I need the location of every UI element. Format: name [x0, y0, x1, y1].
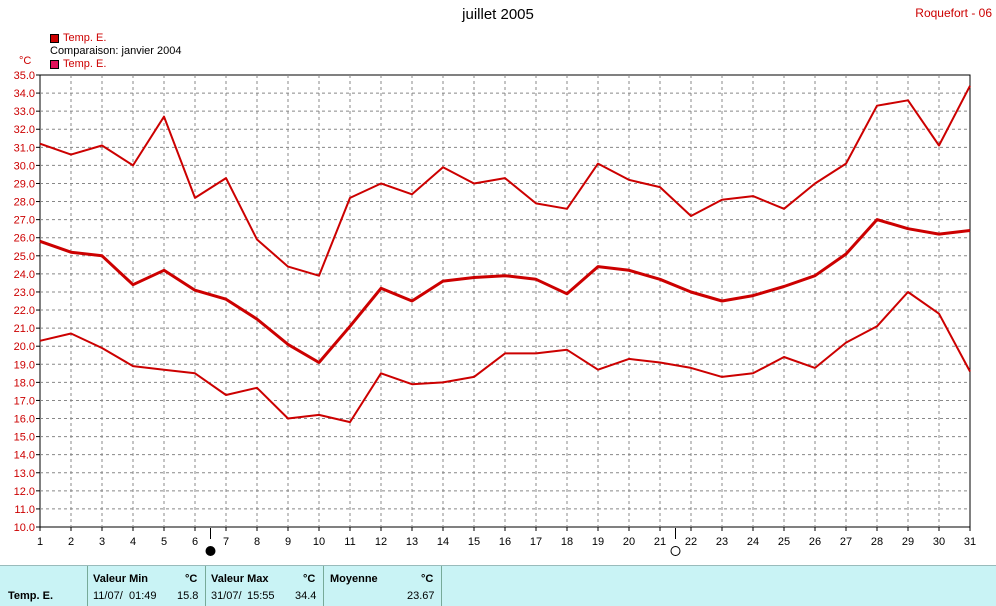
x-tick-label: 1	[37, 536, 43, 548]
y-tick-label: 16.0	[14, 414, 35, 426]
x-tick-label: 9	[285, 536, 291, 548]
x-tick-label: 25	[778, 536, 790, 548]
footer-mean-cell: Moyenne °C 23.67	[324, 566, 442, 606]
legend-label: Temp. E.	[63, 58, 107, 70]
legend-label: Temp. E.	[63, 32, 107, 44]
max-value: 34.4	[295, 590, 317, 602]
plot-frame	[39, 74, 971, 528]
y-tick-label: 23.0	[14, 287, 35, 299]
y-tick-label: 29.0	[14, 178, 35, 190]
x-tick-label: 30	[933, 536, 945, 548]
legend: Temp. E. Comparaison: janvier 2004 Temp.…	[50, 32, 181, 71]
y-tick-label: 19.0	[14, 359, 35, 371]
y-tick-label: 35.0	[14, 70, 35, 82]
y-tick-label: 15.0	[14, 432, 35, 444]
x-tick-label: 23	[716, 536, 728, 548]
y-tick-label: 11.0	[14, 504, 35, 516]
stats-footer: Temp. E. Valeur Min °C 11/07/ 01:49 15.8…	[0, 565, 996, 606]
x-tick-label: 3	[99, 536, 105, 548]
y-tick-label: 30.0	[14, 160, 35, 172]
y-tick-label: 24.0	[14, 269, 35, 281]
y-tick-label: 34.0	[14, 88, 35, 100]
legend-item-temp: Temp. E.	[50, 32, 181, 45]
x-tick-label: 11	[344, 536, 355, 548]
y-tick-label: 18.0	[14, 377, 35, 389]
x-tick-label: 31	[964, 536, 976, 548]
mean-header: Moyenne	[330, 573, 378, 585]
mean-value: 23.67	[407, 590, 435, 602]
series-line-1	[39, 85, 971, 277]
x-tick-label: 13	[406, 536, 418, 548]
y-tick-label: 12.0	[14, 486, 35, 498]
x-tick-label: 2	[68, 536, 74, 548]
max-date: 31/07/	[211, 590, 242, 602]
y-tick-label: 14.0	[14, 450, 35, 462]
y-tick-label: 32.0	[14, 124, 35, 136]
x-tick-label: 12	[375, 536, 387, 548]
station-name: Roquefort - 06	[915, 6, 992, 20]
y-tick-label: 25.0	[14, 251, 35, 263]
y-tick-label: 28.0	[14, 197, 35, 209]
x-tick-label: 8	[254, 536, 260, 548]
x-tick-label: 15	[468, 536, 480, 548]
min-date: 11/07/	[93, 590, 123, 602]
y-axis-unit: °C	[19, 55, 32, 67]
x-tick-label: 4	[130, 536, 136, 548]
max-unit: °C	[303, 573, 316, 585]
x-tick-label: 19	[592, 536, 604, 548]
x-tick-label: 20	[623, 536, 635, 548]
mean-unit: °C	[421, 573, 434, 585]
x-tick-label: 16	[499, 536, 511, 548]
comparison-label: Comparaison: janvier 2004	[50, 45, 182, 57]
x-tick-label: 10	[313, 536, 325, 548]
footer-min-cell: Valeur Min °C 11/07/ 01:49 15.8	[88, 566, 206, 606]
x-tick-label: 21	[654, 536, 666, 548]
x-tick-label: 26	[809, 536, 821, 548]
x-tick-label: 28	[871, 536, 883, 548]
x-tick-label: 14	[437, 536, 449, 548]
max-header: Valeur Max	[211, 573, 269, 585]
x-tick-label: 5	[161, 536, 167, 548]
footer-row-label-cell: Temp. E.	[0, 566, 88, 606]
footer-max-cell: Valeur Max °C 31/07/ 15:55 34.4	[206, 566, 324, 606]
temperature-chart: 10.0 11.0 12.0 13.0 14.0 15.0 16.0 17.0 18.0 19.0…	[14, 70, 976, 556]
legend-swatch	[50, 60, 59, 69]
full-moon-icon	[670, 546, 681, 556]
y-tick-label: 20.0	[14, 341, 35, 353]
y-tick-label: 27.0	[14, 215, 35, 227]
y-tick-label: 33.0	[14, 106, 35, 118]
min-time: 01:49	[129, 590, 157, 602]
x-tick-label: 24	[747, 536, 759, 548]
x-tick-label: 17	[530, 536, 542, 548]
new-moon-icon	[205, 546, 216, 556]
legend-item-temp-compare: Temp. E.	[50, 58, 181, 71]
min-value: 15.8	[177, 590, 199, 602]
legend-comparison: Comparaison: janvier 2004	[50, 45, 181, 58]
max-time: 15:55	[247, 590, 275, 602]
min-unit: °C	[185, 573, 198, 585]
y-tick-label: 31.0	[14, 142, 35, 154]
footer-row-label: Temp. E.	[8, 590, 54, 602]
legend-swatch	[50, 34, 59, 43]
y-tick-label: 10.0	[14, 522, 35, 534]
x-tick-label: 6	[192, 536, 198, 548]
chart-title: juillet 2005	[462, 6, 534, 23]
series-line-3	[39, 291, 971, 424]
series-line-2	[39, 218, 971, 364]
x-tick-label: 27	[840, 536, 852, 548]
y-tick-label: 22.0	[14, 305, 35, 317]
x-tick-label: 22	[685, 536, 697, 548]
x-tick-label: 29	[902, 536, 914, 548]
min-header: Valeur Min	[93, 573, 149, 585]
y-tick-label: 26.0	[14, 233, 35, 245]
x-tick-label: 18	[561, 536, 573, 548]
y-tick-label: 17.0	[14, 395, 35, 407]
x-tick-label: 7	[223, 536, 229, 548]
y-tick-label: 13.0	[14, 468, 35, 480]
y-tick-label: 21.0	[14, 323, 35, 335]
